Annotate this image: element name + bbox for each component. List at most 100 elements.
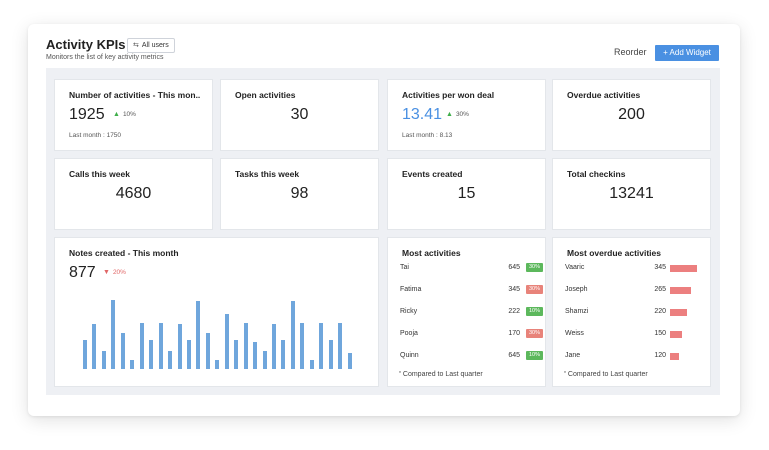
activity-count: 170 xyxy=(508,330,520,337)
overdue-bar xyxy=(670,265,697,272)
change-badge: 10% xyxy=(526,307,543,316)
chart-bar[interactable] xyxy=(262,351,267,369)
chart-bar[interactable] xyxy=(149,340,154,369)
widget-value: 13.41 xyxy=(402,106,443,123)
widget-title: Calls this week xyxy=(69,169,130,179)
chart-bar[interactable] xyxy=(177,324,182,369)
chart-bar[interactable] xyxy=(101,351,106,369)
widget-value: 98 xyxy=(290,185,309,202)
trend-indicator: ▲ 10% xyxy=(113,111,136,118)
widget-value: 13241 xyxy=(609,185,654,202)
widget-value: 15 xyxy=(457,185,476,202)
triangle-down-icon: ▼ xyxy=(103,269,110,276)
user-filter-label: All users xyxy=(141,42,169,49)
list-item[interactable]: Vaaric 345 xyxy=(565,264,705,274)
last-month-text: Last month : 8.13 xyxy=(402,132,453,139)
overdue-count: 345 xyxy=(654,264,666,271)
user-name: Pooja xyxy=(400,330,418,337)
list-item[interactable]: Tai 645 30% xyxy=(400,263,543,274)
user-filter-button[interactable]: ⇆ All users xyxy=(127,38,175,53)
widget-title: Number of activities - This mon.. xyxy=(69,90,201,100)
widget-most-activities[interactable]: Most activities Tai 645 30% Fatima 345 30% Ric… xyxy=(387,237,546,387)
chart-bar[interactable] xyxy=(300,323,305,369)
widget-calls-this-week[interactable]: Calls this week 4680 xyxy=(54,158,213,230)
chart-bar[interactable] xyxy=(130,360,135,369)
chart-bar[interactable] xyxy=(120,333,125,369)
chart-bar[interactable] xyxy=(196,301,201,369)
list-item[interactable]: Fatima 345 30% xyxy=(400,285,543,296)
chart-bar[interactable] xyxy=(139,323,144,369)
overdue-bar xyxy=(670,287,691,294)
list-item[interactable]: Shamzi 220 xyxy=(565,308,705,318)
chart-bar[interactable] xyxy=(272,324,276,369)
chart-bar[interactable] xyxy=(224,314,229,369)
activity-count: 222 xyxy=(508,308,520,315)
widget-total-checkins[interactable]: Total checkins 13241 xyxy=(552,158,711,230)
user-name: Quinn xyxy=(400,352,419,359)
chart-bar[interactable] xyxy=(111,300,116,369)
chart-bar[interactable] xyxy=(234,340,239,369)
chart-bar[interactable] xyxy=(92,324,97,369)
user-swap-icon: ⇆ xyxy=(133,42,139,49)
compare-note: * Compared to Last quarter xyxy=(564,371,648,378)
trend-value: 20% xyxy=(112,269,126,276)
chart-bar[interactable] xyxy=(309,360,314,369)
page-title: Activity KPIs xyxy=(46,37,126,52)
widget-events-created[interactable]: Events created 15 xyxy=(387,158,546,230)
chart-bar[interactable] xyxy=(328,340,333,369)
chart-bar[interactable] xyxy=(215,360,220,369)
widget-title: Total checkins xyxy=(567,169,626,179)
widget-number-of-activities[interactable]: Number of activities - This mon.. 1925 ▲… xyxy=(54,79,213,151)
chart-bar[interactable] xyxy=(338,323,343,369)
chart-bar[interactable] xyxy=(253,342,258,369)
compare-note: * Compared to Last quarter xyxy=(399,371,483,378)
chart-bar[interactable] xyxy=(243,323,248,369)
widget-title: Most overdue activities xyxy=(567,248,662,258)
chart-bar[interactable] xyxy=(205,333,210,369)
add-widget-button[interactable]: + Add Widget xyxy=(655,45,719,61)
chart-bar[interactable] xyxy=(319,323,324,369)
chart-bar[interactable] xyxy=(83,340,87,369)
change-badge: 10% xyxy=(526,351,543,360)
trend-indicator: ▼ 20% xyxy=(103,269,126,276)
overdue-count: 120 xyxy=(654,352,666,359)
chart-bar[interactable] xyxy=(281,340,286,369)
overdue-count: 265 xyxy=(654,286,666,293)
chart-bar[interactable] xyxy=(347,353,352,369)
activity-count: 645 xyxy=(508,352,520,359)
chart-bar[interactable] xyxy=(186,340,191,369)
list-item[interactable]: Weiss 150 xyxy=(565,330,705,340)
widget-activities-per-won-deal[interactable]: Activities per won deal 13.41 ▲ 30% Last … xyxy=(387,79,546,151)
list-item[interactable]: Joseph 265 xyxy=(565,286,705,296)
widget-open-activities[interactable]: Open activities 30 xyxy=(220,79,379,151)
list-item[interactable]: Quinn 645 10% xyxy=(400,351,543,362)
widget-title: Overdue activities xyxy=(567,90,641,100)
chart-bar[interactable] xyxy=(168,351,173,369)
widget-title: Open activities xyxy=(235,90,296,100)
trend-value: 30% xyxy=(455,111,469,118)
list-item[interactable]: Jane 120 xyxy=(565,352,705,362)
overdue-count: 150 xyxy=(654,330,666,337)
chart-bar[interactable] xyxy=(158,323,163,369)
activity-count: 345 xyxy=(508,286,520,293)
widget-title: Notes created - This month xyxy=(69,248,179,258)
widget-title: Events created xyxy=(402,169,463,179)
user-name: Ricky xyxy=(400,308,418,315)
widget-title: Tasks this week xyxy=(235,169,300,179)
trend-indicator: ▲ 30% xyxy=(446,111,469,118)
notes-bar-chart xyxy=(55,238,378,386)
widget-tasks-this-week[interactable]: Tasks this week 98 xyxy=(220,158,379,230)
user-name: Jane xyxy=(565,352,581,359)
user-name: Tai xyxy=(400,264,409,271)
reorder-link[interactable]: Reorder xyxy=(614,47,647,57)
widget-most-overdue-activities[interactable]: Most overdue activities Vaaric 345 Joseph 2… xyxy=(552,237,711,387)
activity-count: 645 xyxy=(508,264,520,271)
list-item[interactable]: Pooja 170 30% xyxy=(400,329,543,340)
overdue-bar xyxy=(670,331,682,338)
widget-overdue-activities[interactable]: Overdue activities 200 xyxy=(552,79,711,151)
change-badge: 30% xyxy=(526,263,543,272)
chart-bar[interactable] xyxy=(290,301,295,369)
list-item[interactable]: Ricky 222 10% xyxy=(400,307,543,318)
overdue-count: 220 xyxy=(654,308,666,315)
widget-notes-created[interactable]: Notes created - This month 877 ▼ 20% xyxy=(54,237,379,387)
